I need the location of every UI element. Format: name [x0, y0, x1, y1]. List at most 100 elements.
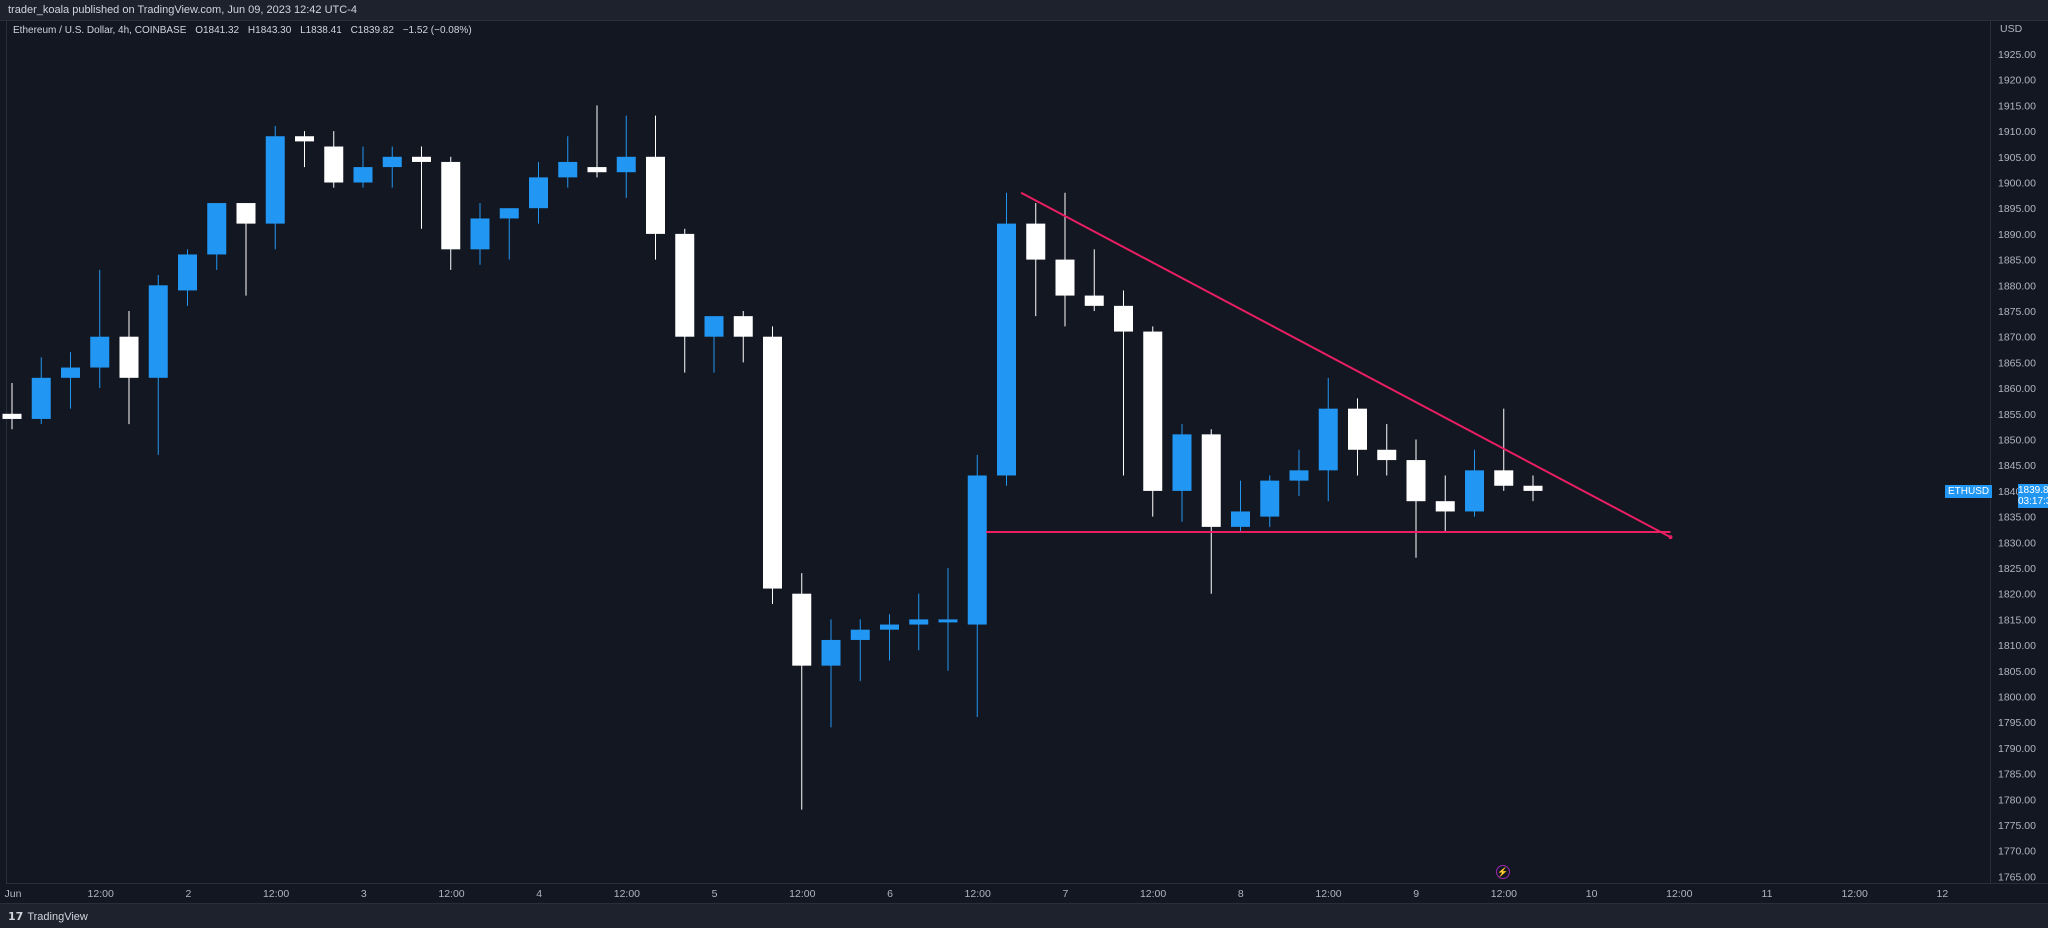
candle-body: [1055, 259, 1075, 296]
time-tick-label: Jun: [5, 888, 22, 900]
price-tick-label: 1810.00: [1998, 640, 2036, 652]
time-tick-label: 12:00: [1491, 888, 1517, 900]
legend-open: O1841.32: [195, 25, 240, 36]
candle-body: [236, 203, 256, 224]
symbol-price-tag: ETHUSD: [1945, 485, 1993, 498]
time-tick-label: 12:00: [1315, 888, 1341, 900]
time-tick-label: 8: [1238, 888, 1244, 900]
price-tick-label: 1805.00: [1998, 666, 2036, 678]
candle-body: [382, 156, 402, 168]
price-tick-label: 1770.00: [1998, 846, 2036, 858]
candle-body: [616, 156, 636, 173]
price-axis[interactable]: [1990, 21, 2048, 883]
published-bar: trader_koala published on TradingView.co…: [0, 0, 2048, 21]
price-tick-label: 1875.00: [1998, 306, 2036, 318]
price-tick-label: 1765.00: [1998, 871, 2036, 883]
candle-body: [1114, 305, 1133, 332]
candle-body: [61, 367, 80, 378]
time-tick-label: 12:00: [263, 888, 289, 900]
candle-body: [1231, 511, 1250, 527]
legend-symbol: Ethereum / U.S. Dollar, 4h, COINBASE: [13, 25, 187, 36]
last-price-tag: 1839.82 03:17:37: [2018, 484, 2048, 508]
candle-body: [1318, 408, 1338, 471]
time-tick-label: 12:00: [789, 888, 815, 900]
candle-body: [1406, 460, 1426, 502]
candle-body: [2, 413, 22, 419]
candle-body: [997, 223, 1016, 476]
candle-body: [178, 254, 197, 291]
candle-body: [675, 233, 695, 337]
candle-body: [353, 167, 373, 183]
legend-high: H1843.30: [247, 25, 292, 36]
price-tick-label: 1925.00: [1998, 49, 2036, 61]
symbol-legend: Ethereum / U.S. Dollar, 4h, COINBASE O18…: [13, 25, 478, 36]
time-tick-label: 11: [1762, 888, 1773, 900]
price-tick-label: 1905.00: [1998, 152, 2036, 164]
candle-body: [938, 619, 958, 623]
legend-change: −1.52 (−0.08%): [402, 25, 472, 36]
candle-body: [1172, 434, 1192, 491]
candle-body: [880, 624, 899, 630]
price-tick-label: 1815.00: [1998, 614, 2036, 626]
candle-body: [1289, 470, 1309, 481]
price-tick-label: 1775.00: [1998, 820, 2036, 832]
price-tick-label: 1800.00: [1998, 692, 2036, 704]
candle-body: [909, 619, 929, 625]
candle-body: [821, 639, 841, 666]
candle-body: [850, 629, 870, 640]
lightning-icon[interactable]: ⚡: [1496, 865, 1510, 879]
time-tick-label: 9: [1413, 888, 1419, 900]
price-tick-label: 1785.00: [1998, 769, 2036, 781]
candle-body: [1377, 449, 1397, 461]
candle-body: [499, 208, 519, 219]
price-tick-label: 1790.00: [1998, 743, 2036, 755]
time-tick-label: 7: [1062, 888, 1068, 900]
price-tick-label: 1885.00: [1998, 255, 2036, 267]
candle-body: [1348, 408, 1367, 450]
published-info: trader_koala published on TradingView.co…: [8, 4, 357, 16]
candle-body: [265, 136, 285, 224]
time-tick-label: 12:00: [614, 888, 640, 900]
price-tick-label: 1835.00: [1998, 512, 2036, 524]
candle-body: [1465, 470, 1484, 512]
price-tick-label: 1780.00: [1998, 794, 2036, 806]
chart-pane[interactable]: [6, 21, 1990, 883]
candle-body: [90, 336, 110, 368]
time-tick-label: 12:00: [438, 888, 464, 900]
price-tick-label: 1820.00: [1998, 589, 2036, 601]
footer-bar: 17 TradingView: [0, 903, 2048, 928]
time-tick-label: 2: [185, 888, 191, 900]
candle-body: [1494, 470, 1514, 486]
price-tick-label: 1880.00: [1998, 280, 2036, 292]
candle-body: [587, 167, 607, 173]
candle-body: [148, 285, 168, 378]
candle-body: [967, 475, 987, 625]
candle-body: [1523, 485, 1543, 491]
price-tick-label: 1860.00: [1998, 383, 2036, 395]
time-tick-label: 12:00: [1842, 888, 1868, 900]
time-tick-label: 6: [887, 888, 893, 900]
tradingview-logo[interactable]: 17 TradingView: [8, 910, 88, 923]
price-tick-label: 1855.00: [1998, 409, 2036, 421]
price-tick-label: 1920.00: [1998, 75, 2036, 87]
trendline-endpoint: [1668, 535, 1673, 540]
currency-label: USD: [2000, 23, 2023, 35]
time-tick-label: 12:00: [965, 888, 991, 900]
candle-body: [295, 136, 314, 142]
time-tick-label: 4: [536, 888, 542, 900]
descending-trendline: [1020, 191, 1671, 539]
candle-body: [412, 156, 431, 162]
time-tick-label: 5: [712, 888, 718, 900]
candle-body: [1143, 331, 1163, 491]
time-tick-label: 12:00: [88, 888, 114, 900]
candle-body: [1026, 223, 1046, 260]
price-tick-label: 1850.00: [1998, 435, 2036, 447]
bar-countdown: 03:17:37: [2018, 496, 2048, 507]
candle-body: [207, 203, 227, 255]
price-tick-label: 1900.00: [1998, 178, 2036, 190]
candle-body: [646, 156, 665, 234]
brand-name: TradingView: [27, 911, 88, 923]
candle-body: [733, 316, 753, 337]
candle-body: [792, 593, 812, 666]
